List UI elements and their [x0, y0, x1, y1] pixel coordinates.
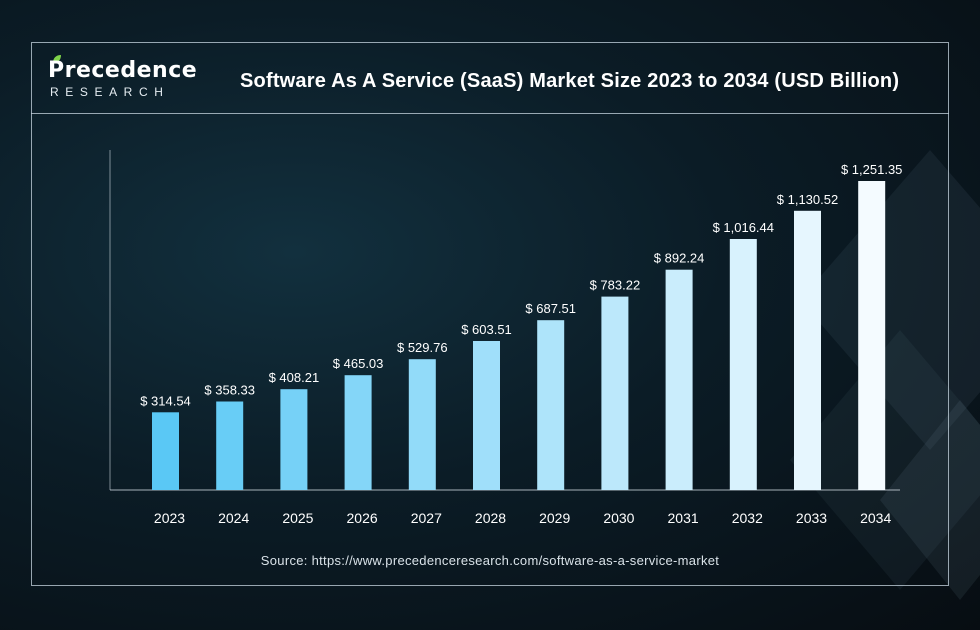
x-tick-label-2025: 2025: [282, 510, 313, 526]
chart-frame: [31, 42, 949, 586]
x-tick-label-2024: 2024: [218, 510, 249, 526]
value-label-2030: $ 783.22: [590, 278, 641, 293]
value-label-2026: $ 465.03: [333, 356, 384, 371]
x-tick-label-2027: 2027: [411, 510, 442, 526]
bar-2032: [729, 239, 757, 490]
logo: Precedence RESEARCH: [48, 55, 197, 102]
value-label-2023: $ 314.54: [140, 393, 191, 408]
bar-2031: [665, 269, 693, 490]
value-label-2024: $ 358.33: [204, 383, 255, 398]
x-tick-label-2034: 2034: [860, 510, 891, 526]
bar-2024: [216, 401, 244, 490]
x-tick-label-2029: 2029: [539, 510, 570, 526]
value-label-2027: $ 529.76: [397, 340, 448, 355]
logo-name: Precedence: [48, 58, 198, 83]
bar-2027: [408, 359, 436, 490]
bar-2028: [473, 341, 500, 490]
value-label-2033: $ 1,130.52: [777, 192, 838, 207]
x-tick-label-2030: 2030: [603, 510, 634, 526]
bar-2033: [794, 210, 821, 491]
bar-2023: [152, 412, 179, 490]
x-tick-label-2033: 2033: [796, 510, 827, 526]
value-label-2025: $ 408.21: [269, 370, 320, 385]
x-tick-label-2028: 2028: [475, 510, 506, 526]
value-label-2031: $ 892.24: [654, 251, 705, 266]
chart-title: Software As A Service (SaaS) Market Size…: [240, 70, 900, 92]
bar-2034: [858, 181, 886, 490]
x-tick-label-2031: 2031: [668, 510, 699, 526]
logo-subtitle: RESEARCH: [50, 85, 170, 99]
bar-2026: [344, 375, 372, 490]
value-label-2032: $ 1,016.44: [713, 220, 774, 235]
bar-2029: [537, 320, 565, 490]
header-divider: [31, 113, 949, 114]
x-tick-label-2023: 2023: [154, 510, 185, 526]
x-tick-label-2026: 2026: [347, 510, 378, 526]
bar-2030: [601, 296, 629, 490]
value-label-2029: $ 687.51: [525, 301, 576, 316]
bar-2025: [280, 389, 308, 490]
x-tick-label-2032: 2032: [732, 510, 763, 526]
value-label-2028: $ 603.51: [461, 322, 512, 337]
source-note: Source: https://www.precedenceresearch.c…: [260, 553, 720, 568]
leaf-icon: [53, 55, 61, 63]
value-label-2034: $ 1,251.35: [841, 162, 902, 177]
